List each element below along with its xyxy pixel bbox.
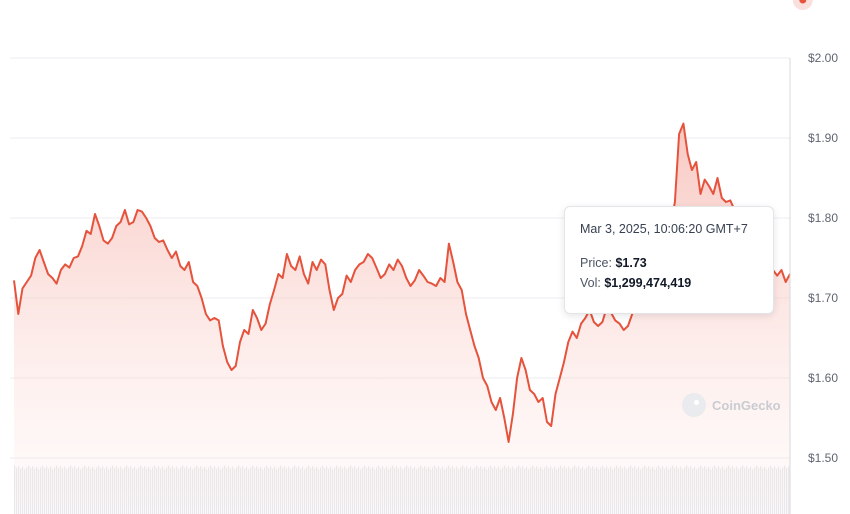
tooltip-price-value: $1.73: [615, 256, 647, 270]
tooltip-vol-value: $1,299,474,419: [604, 276, 692, 290]
hover-point: [792, 0, 813, 10]
hover-point-halo: [792, 0, 813, 10]
tooltip-timestamp: Mar 3, 2025, 10:06:20 GMT+7: [580, 222, 748, 236]
tooltip-vol-label: Vol:: [580, 276, 601, 290]
y-tick-label: $2.00: [808, 51, 838, 65]
hover-point-dot: [799, 0, 807, 4]
y-tick-label: $1.80: [808, 211, 838, 225]
watermark-text: CoinGecko: [712, 397, 781, 413]
y-tick-label: $1.60: [808, 371, 838, 385]
price-tooltip: Mar 3, 2025, 10:06:20 GMT+7 Price: $1.73…: [564, 206, 774, 314]
price-area-fill: [14, 123, 790, 514]
coingecko-watermark: CoinGecko: [682, 392, 781, 418]
gecko-icon: [682, 393, 706, 417]
tooltip-price-row: Price: $1.73: [580, 256, 758, 270]
y-tick-label: $1.50: [808, 451, 838, 465]
y-axis-ticks: $2.00 $1.90 $1.80 $1.70 $1.60 $1.50: [808, 51, 838, 465]
tooltip-price-label: Price:: [580, 256, 612, 270]
tooltip-vol-row: Vol: $1,299,474,419: [580, 276, 758, 290]
y-tick-label: $1.90: [808, 131, 838, 145]
y-tick-label: $1.70: [808, 291, 838, 305]
